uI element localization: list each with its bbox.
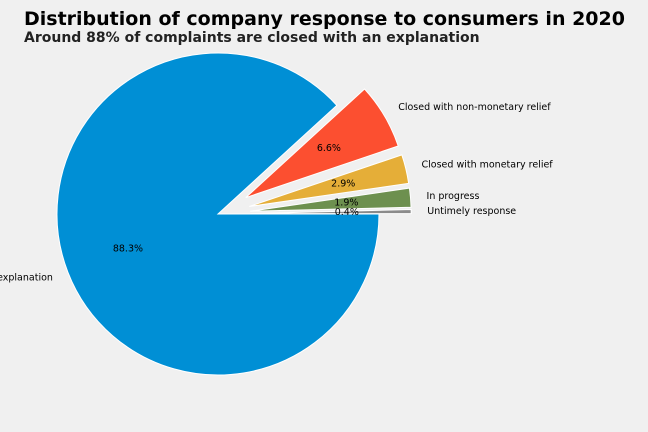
pie-category-label-3: In progress bbox=[427, 191, 480, 202]
pie-slice-3 bbox=[250, 187, 412, 212]
chart-subtitle: Around 88% of complaints are closed with… bbox=[24, 30, 480, 46]
pie-category-label-4: Untimely response bbox=[427, 206, 516, 217]
pie-slice-0 bbox=[56, 52, 380, 376]
pie-slice-2 bbox=[249, 154, 410, 207]
pie-slice-4 bbox=[250, 209, 412, 215]
pie-category-label-0: Closed with explanation bbox=[0, 273, 53, 284]
pie-category-label-1: Closed with non-monetary relief bbox=[398, 102, 551, 113]
pie-slices bbox=[56, 52, 412, 376]
pie-slice-1 bbox=[245, 88, 399, 199]
pie-percent-label-3: 1.9% bbox=[334, 198, 358, 209]
pie-percent-label-2: 2.9% bbox=[331, 178, 355, 189]
pie-labels: 88.3% Closed with explanation 6.6% Closed w… bbox=[0, 102, 553, 284]
pie-percent-label-0: 88.3% bbox=[113, 243, 143, 254]
chart-title: Distribution of company response to cons… bbox=[24, 8, 625, 30]
pie-percent-label-1: 6.6% bbox=[317, 143, 341, 154]
pie-percent-label-4: 0.4% bbox=[335, 207, 359, 218]
pie-category-label-2: Closed with monetary relief bbox=[422, 160, 554, 171]
